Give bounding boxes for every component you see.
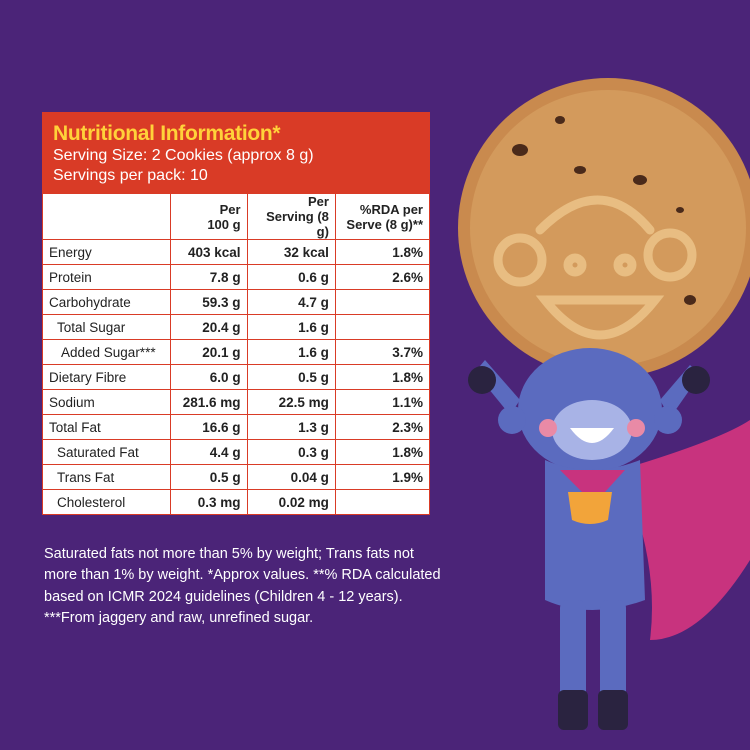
column-header-line: Serving (8 g) — [266, 209, 329, 239]
nutrition-panel: Nutritional Information* Serving Size: 2… — [41, 112, 431, 515]
nutrient-value: 0.6 g — [246, 264, 336, 290]
table-row: Carbohydrate 59.3 g 4.7 g — [41, 289, 431, 315]
table-row: Dietary Fibre 6.0 g 0.5 g 1.8% — [41, 364, 431, 390]
collar — [560, 470, 625, 492]
table-row: Energy 403 kcal 32 kcal 1.8% — [41, 239, 431, 265]
nutrient-value: 4.7 g — [246, 289, 336, 315]
nutrient-value: 0.02 mg — [246, 489, 336, 515]
serving-size: Serving Size: 2 Cookies (approx 8 g) — [53, 147, 314, 164]
nutrient-value: 1.9% — [334, 464, 431, 490]
nutrient-value: 0.5 g — [170, 464, 248, 490]
nutrient-name: Dietary Fibre — [41, 364, 172, 390]
monkey-smile — [570, 428, 614, 443]
nutrient-value: 1.8% — [334, 439, 431, 465]
nutrient-value: 281.6 mg — [170, 389, 248, 415]
header-row: Per 100 g Per Serving (8 g) %RDA per Serve (8… — [41, 193, 431, 240]
nutrient-name: Cholesterol — [41, 489, 172, 515]
footnote: Saturated fats not more than 5% by weigh… — [44, 544, 444, 629]
nutrient-value: 1.3 g — [246, 414, 336, 440]
nutrient-value: 6.0 g — [170, 364, 248, 390]
table-row: Sodium 281.6 mg 22.5 mg 1.1% — [41, 389, 431, 415]
nutrient-value: 7.8 g — [170, 264, 248, 290]
nutrient-value: 403 kcal — [170, 239, 248, 265]
title: Nutritional Information* — [53, 122, 281, 145]
nutrient-name: Added Sugar*** — [41, 339, 172, 365]
nutrient-name: Sodium — [41, 389, 172, 415]
table-row: Total Fat 16.6 g 1.3 g 2.3% — [41, 414, 431, 440]
footnote-line: more than 1% by weight. *Approx values. … — [44, 567, 441, 584]
nutrient-name: Total Sugar — [41, 314, 172, 340]
nutrient-value: 1.6 g — [246, 314, 336, 340]
nutrient-value: 0.3 g — [246, 439, 336, 465]
blank-header — [41, 193, 172, 240]
nutrient-value: 0.5 g — [246, 364, 336, 390]
column-header-line: %RDA per — [359, 201, 423, 217]
nutrient-value: 1.8% — [334, 239, 431, 265]
column-header: Per Serving (8 g) — [246, 193, 336, 240]
cape — [620, 420, 750, 640]
nutrient-value: 0.3 mg — [170, 489, 248, 515]
cookie-emboss — [493, 195, 697, 340]
table-row: Cholesterol 0.3 mg 0.02 mg — [41, 489, 431, 515]
column-header: Per 100 g — [170, 193, 248, 240]
nutrient-value — [334, 314, 431, 340]
footnote-line: based on ICMR 2024 guidelines (Children … — [44, 588, 403, 605]
nutrient-value — [334, 489, 431, 515]
nutrient-value: 4.4 g — [170, 439, 248, 465]
nutrient-value: 20.4 g — [170, 314, 248, 340]
nutrient-value: 1.8% — [334, 364, 431, 390]
panel-header: Nutritional Information* Serving Size: 2… — [42, 112, 430, 193]
nutrient-value: 1.1% — [334, 389, 431, 415]
footnote-line: ***From jaggery and raw, unrefined sugar… — [44, 609, 314, 626]
table-row: Added Sugar*** 20.1 g 1.6 g 3.7% — [41, 339, 431, 365]
nutrient-value: 2.6% — [334, 264, 431, 290]
footnote-line: Saturated fats not more than 5% by weigh… — [44, 546, 414, 562]
nutrient-name: Total Fat — [41, 414, 172, 440]
nutrient-name: Energy — [41, 239, 172, 265]
nutrient-value: 2.3% — [334, 414, 431, 440]
nutrition-table: Per 100 g Per Serving (8 g) %RDA per Serve (8… — [41, 193, 431, 515]
table-row: Total Sugar 20.4 g 1.6 g — [41, 314, 431, 340]
nutrient-value: 20.1 g — [170, 339, 248, 365]
nutrient-name: Trans Fat — [41, 464, 172, 490]
badge — [568, 492, 612, 524]
nutrient-value: 32 kcal — [246, 239, 336, 265]
column-header-line: Per — [219, 201, 241, 217]
servings: Servings per pack: 10 — [53, 167, 208, 184]
table-row: Trans Fat 0.5 g 0.04 g 1.9% — [41, 464, 431, 490]
nutrient-name: Carbohydrate — [41, 289, 172, 315]
cheek — [627, 419, 645, 437]
column-header-line: 100 g — [207, 216, 241, 232]
nutrient-value: 0.04 g — [246, 464, 336, 490]
cookie-face — [470, 90, 746, 366]
nutrient-value: 16.6 g — [170, 414, 248, 440]
nutrient-value — [334, 289, 431, 315]
table-row: Saturated Fat 4.4 g 0.3 g 1.8% — [41, 439, 431, 465]
nutrient-value: 59.3 g — [170, 289, 248, 315]
column-header-line: Serve (8 g)** — [346, 216, 423, 232]
cheek — [539, 419, 557, 437]
nutrient-value: 22.5 mg — [246, 389, 336, 415]
nutrient-name: Saturated Fat — [41, 439, 172, 465]
column-header: %RDA per Serve (8 g)** — [334, 193, 431, 240]
nutrient-value: 1.6 g — [246, 339, 336, 365]
nutrient-value: 3.7% — [334, 339, 431, 365]
monkey-hands — [468, 366, 710, 730]
nutrient-name: Protein — [41, 264, 172, 290]
column-header-line: Per — [307, 194, 329, 209]
table-row: Protein 7.8 g 0.6 g 2.6% — [41, 264, 431, 290]
choc-chips — [512, 116, 696, 305]
